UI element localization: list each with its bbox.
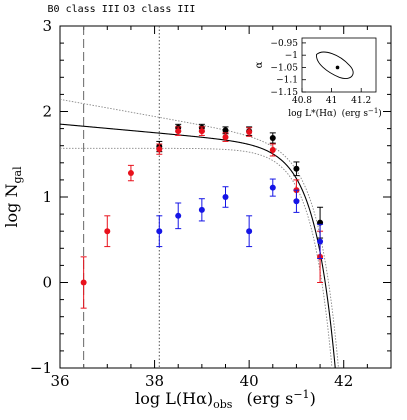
x-tick-label: 36 — [50, 372, 69, 390]
inset-x-label-sup: −1 — [368, 107, 378, 115]
fit-upper-curve — [60, 98, 339, 368]
data-point-2 — [222, 134, 229, 141]
data-point-1 — [269, 135, 276, 142]
x-axis-label: log L(Hα)obs (erg s−1) — [135, 388, 316, 411]
inset-x-tick-label: 41 — [326, 96, 337, 106]
inset-y-tick-label: −1 — [285, 51, 298, 61]
data-point-2 — [175, 128, 182, 135]
x-axis-label-sup: −1 — [293, 388, 309, 401]
data-point-3 — [198, 206, 205, 213]
x-tick-label: 40 — [240, 372, 259, 390]
marker-label-2: O3 class III — [123, 4, 195, 15]
fit-lower-curve — [60, 147, 333, 368]
data-point-3 — [175, 212, 182, 219]
data-point-3 — [222, 194, 229, 200]
data-point-2 — [104, 228, 111, 235]
inset-x-tick-label: 40.8 — [292, 96, 312, 106]
inset-y-tick-label: −0.95 — [270, 39, 298, 49]
data-point-2 — [269, 146, 276, 153]
inset-contour — [316, 51, 354, 79]
data-point-3 — [156, 228, 163, 235]
inset-y-tick-label: −1.15 — [270, 88, 298, 98]
inset-frame — [301, 37, 377, 93]
x-tick-label: 42 — [334, 372, 353, 390]
data-point-2 — [246, 129, 253, 136]
x-axis-label-units: (erg s — [246, 389, 293, 408]
data-point-2 — [156, 146, 163, 153]
x-axis-label-sub: obs — [213, 398, 233, 411]
data-point-2 — [198, 128, 205, 135]
y-tick-label: −1 — [30, 359, 52, 377]
x-tick-label: 38 — [145, 372, 164, 390]
y-axis-label: log Ngal — [2, 166, 24, 228]
inset-x-tick-label: 41.2 — [351, 96, 371, 106]
inset-y-label: α — [254, 61, 265, 68]
data-point-3 — [246, 228, 253, 235]
data-point-3 — [317, 238, 324, 245]
inset-x-label: log L*(Hα) (erg s−1) — [288, 107, 382, 119]
data-point-2 — [80, 279, 87, 286]
fit-curve — [60, 123, 336, 368]
data-layer — [60, 98, 339, 368]
data-point-1 — [222, 127, 229, 134]
inset-y-tick-label: −1.1 — [276, 76, 298, 86]
y-axis-label-sub: gal — [11, 166, 24, 184]
inset-best-fit-point — [335, 65, 340, 70]
y-tick-label: 2 — [42, 103, 52, 121]
y-tick-label: 3 — [42, 17, 52, 35]
marker-label-1: B0 class III — [48, 4, 120, 15]
inset-y-tick-label: −1.05 — [270, 63, 298, 73]
y-tick-label: 1 — [42, 188, 52, 206]
inset-x-label-close: ) — [378, 108, 382, 119]
data-point-1 — [293, 165, 300, 172]
inset-x-label-units: (erg s — [342, 108, 369, 119]
data-point-3 — [269, 184, 276, 191]
x-axis-label-close: ) — [310, 389, 316, 408]
data-point-3 — [293, 198, 300, 205]
data-point-2 — [127, 170, 134, 177]
y-tick-label: 0 — [42, 274, 52, 292]
